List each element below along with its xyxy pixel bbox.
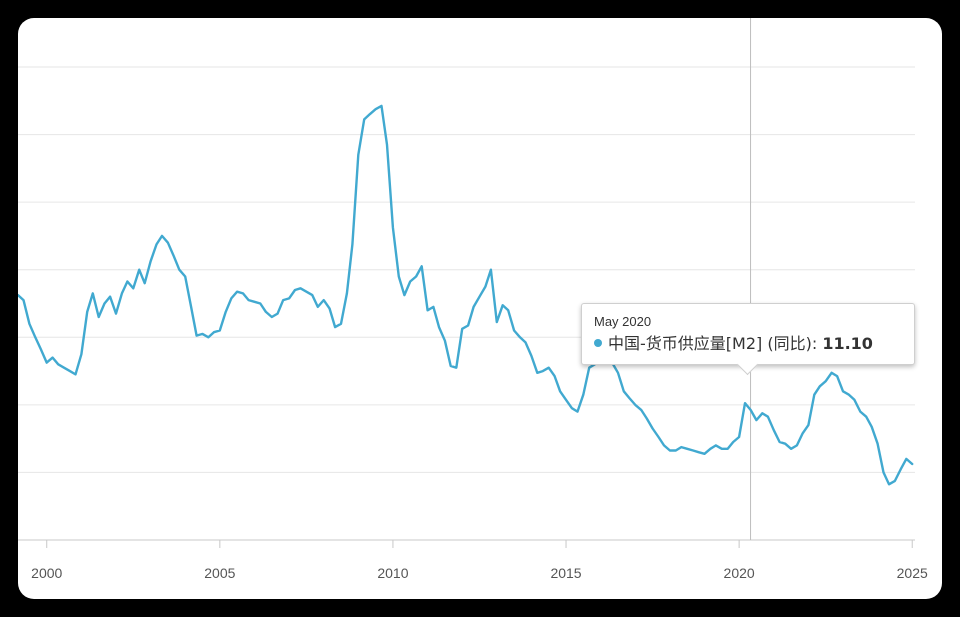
tooltip-date: May 2020 bbox=[594, 314, 652, 329]
x-tick-label: 2020 bbox=[724, 565, 755, 581]
tooltip-row: 中国-货币供应量[M2] (同比): 11.10 bbox=[594, 333, 902, 355]
line-chart[interactable]: 2000 2005 2010 2015 2020 2025 bbox=[18, 18, 942, 599]
series-layer[interactable] bbox=[18, 104, 914, 486]
x-tick-label: 2025 bbox=[897, 565, 928, 581]
x-tick-label: 2000 bbox=[31, 565, 62, 581]
x-tick-label: 2010 bbox=[377, 565, 408, 581]
x-tick-label: 2015 bbox=[550, 565, 581, 581]
x-tick-label: 2005 bbox=[204, 565, 235, 581]
series-line-m2[interactable] bbox=[18, 104, 914, 486]
data-tooltip: May 2020 中国-货币供应量[M2] (同比): 11.10 bbox=[581, 303, 915, 376]
chart-card: 2000 2005 2010 2015 2020 2025 May 2020 中国-货币供… bbox=[18, 18, 942, 599]
grid-lines bbox=[18, 66, 915, 541]
x-axis: 2000 2005 2010 2015 2020 2025 bbox=[31, 540, 928, 581]
tooltip-series-label: 中国-货币供应量[M2] (同比): bbox=[608, 334, 818, 353]
series-dot-icon bbox=[594, 338, 602, 347]
tooltip-value: 11.10 bbox=[822, 334, 873, 353]
